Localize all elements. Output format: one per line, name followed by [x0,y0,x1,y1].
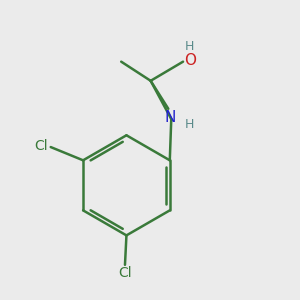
Text: H: H [184,118,194,131]
Text: N: N [164,110,176,125]
Text: H: H [184,40,194,53]
Text: Cl: Cl [118,266,132,280]
Text: O: O [184,53,196,68]
Text: Cl: Cl [34,139,48,153]
